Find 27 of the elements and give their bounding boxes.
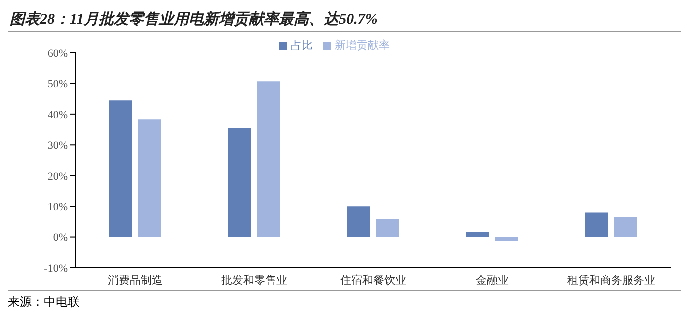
y-tick-label: -10% <box>44 262 68 275</box>
y-tick-label: 50% <box>48 78 68 91</box>
y-tick-label: 20% <box>48 170 68 183</box>
y-tick-label: 0% <box>53 232 68 244</box>
bar <box>585 212 608 238</box>
legend-label: 新增贡献率 <box>335 40 390 52</box>
legend-label: 占比 <box>291 40 313 52</box>
x-tick-label: 住宿和餐饮业 <box>340 274 406 287</box>
x-tick-label: 批发和零售业 <box>222 274 288 287</box>
y-tick-label: 10% <box>48 201 68 214</box>
bar <box>347 206 370 238</box>
source-note: 来源：中电联 <box>8 295 80 309</box>
y-tick-label: 60% <box>48 48 68 60</box>
bar <box>614 217 638 238</box>
x-tick-label: 金融业 <box>476 274 509 287</box>
bar <box>228 128 252 238</box>
chart-title: 图表28：11月批发零售业用电新增贡献率最高、达50.7% <box>8 8 681 32</box>
bar <box>495 237 518 242</box>
bar <box>466 232 490 238</box>
bar <box>109 100 132 238</box>
x-tick-label: 消费品制造 <box>108 274 163 287</box>
x-tick-label: 租赁和商务服务业 <box>568 274 656 287</box>
bar <box>138 120 162 238</box>
bar <box>257 82 280 238</box>
y-tick-label: 40% <box>48 109 68 122</box>
bar <box>376 219 400 238</box>
y-tick-label: 30% <box>48 140 68 152</box>
